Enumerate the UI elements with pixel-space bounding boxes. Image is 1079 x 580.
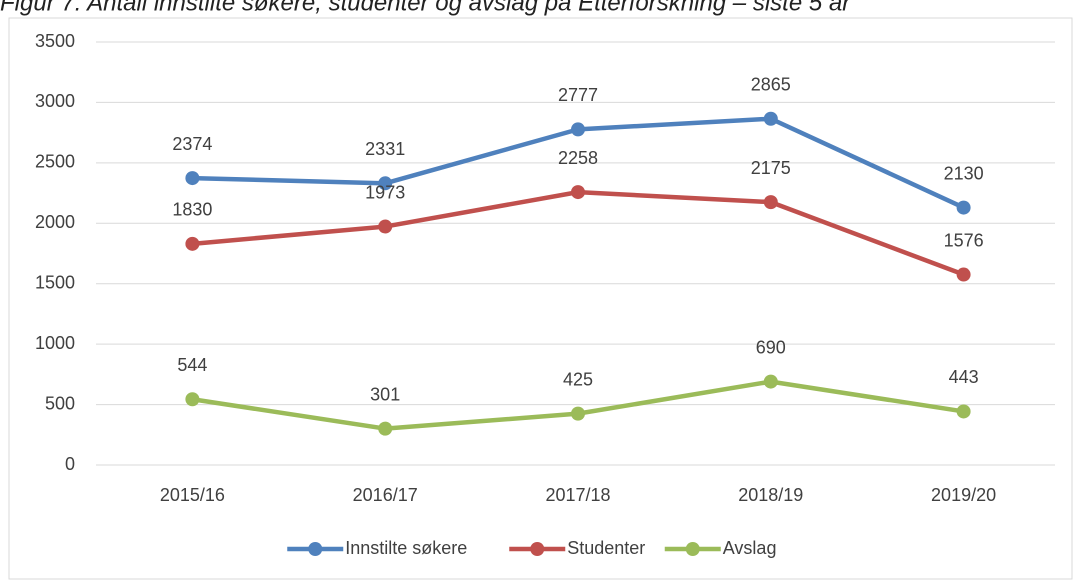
data-label: 443	[949, 367, 979, 387]
legend-label: Avslag	[723, 538, 777, 558]
legend-marker	[685, 542, 700, 556]
data-point	[185, 236, 200, 251]
legend-label: Innstilte søkere	[345, 538, 467, 558]
chart-frame	[8, 17, 1073, 580]
y-tick-label: 3000	[35, 91, 75, 111]
data-point	[956, 267, 971, 282]
legend-label: Studenter	[567, 538, 645, 558]
data-point	[763, 195, 778, 210]
y-tick-label: 1500	[35, 272, 75, 292]
chart-title: Figur 7: Antall innstilte søkere, studen…	[0, 0, 851, 16]
data-label: 2130	[944, 163, 984, 183]
data-point	[571, 406, 585, 421]
x-tick-label: 2015/16	[160, 485, 225, 505]
data-point	[956, 404, 971, 419]
data-label: 425	[563, 369, 593, 389]
data-point	[378, 176, 393, 191]
data-label: 2374	[172, 134, 212, 154]
x-tick-label: 2016/17	[353, 485, 418, 505]
data-point	[378, 219, 393, 234]
data-point	[763, 111, 778, 126]
data-point	[956, 200, 971, 215]
data-label: 301	[370, 384, 400, 404]
y-tick-label: 3500	[35, 31, 75, 51]
data-label: 2777	[558, 85, 598, 105]
data-label: 1973	[365, 182, 405, 202]
data-label: 2865	[751, 74, 791, 94]
series-line	[192, 189, 965, 277]
x-tick-label: 2017/18	[545, 485, 610, 505]
data-label: 544	[177, 355, 207, 375]
data-point	[571, 122, 585, 137]
data-label: 2175	[751, 158, 791, 178]
data-point	[571, 185, 585, 200]
data-point	[185, 392, 200, 407]
legend-marker	[308, 542, 323, 556]
data-label: 2258	[558, 148, 598, 168]
data-label: 2331	[365, 139, 405, 159]
y-tick-label: 2500	[35, 152, 75, 172]
y-tick-label: 0	[65, 454, 75, 474]
data-point	[185, 171, 200, 186]
y-tick-label: 2000	[35, 212, 75, 232]
data-point	[763, 374, 778, 389]
data-label: 690	[756, 337, 786, 357]
y-tick-label: 500	[45, 393, 75, 413]
x-tick-label: 2018/19	[738, 485, 803, 505]
y-tick-label: 1000	[35, 333, 75, 353]
data-point	[378, 421, 393, 436]
x-tick-label: 2019/20	[931, 485, 996, 505]
data-label: 1576	[944, 230, 984, 250]
legend-marker	[530, 542, 545, 556]
data-label: 1830	[172, 200, 212, 220]
